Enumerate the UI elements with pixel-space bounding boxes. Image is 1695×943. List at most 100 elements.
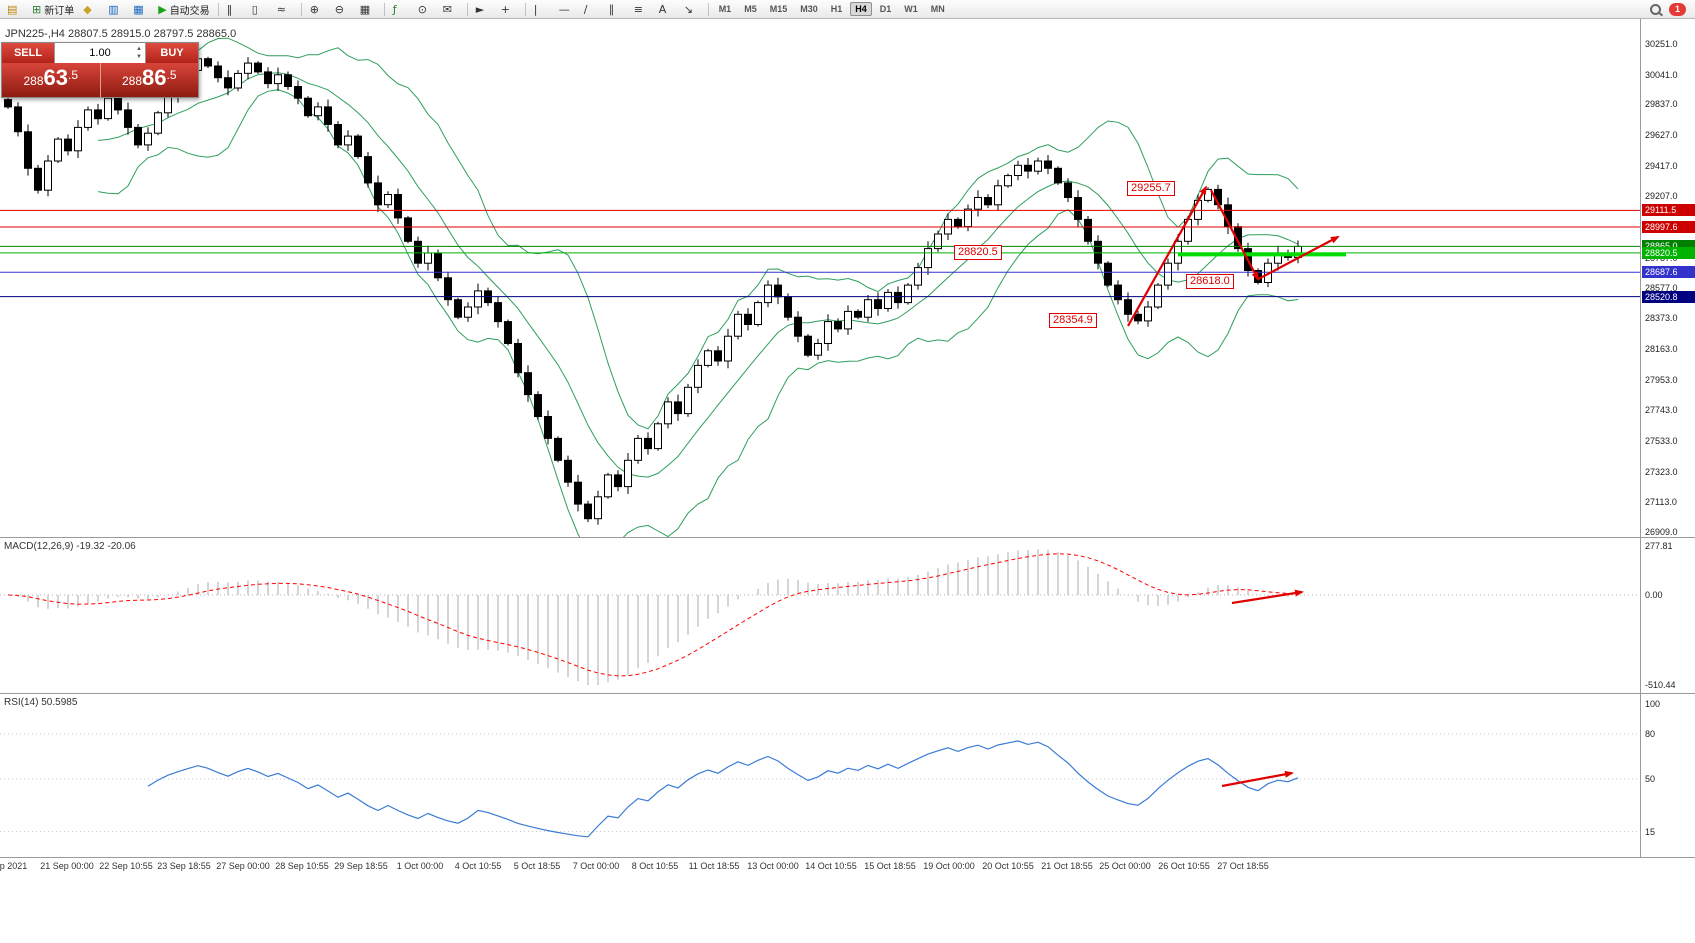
search-icon[interactable] [1650, 3, 1661, 15]
rsi-label: RSI(14) 50.5985 [4, 697, 78, 708]
trendline-button[interactable]: ∕ [580, 0, 604, 18]
volume-stepper[interactable]: ▲ ▼ [136, 45, 142, 61]
price-tick-label: 28577.0 [1645, 283, 1678, 293]
templates-icon: ✉ [442, 2, 452, 16]
text-label-button[interactable]: A [655, 0, 679, 18]
crosshair-icon: + [500, 2, 510, 16]
arrows-tool-icon: ↘ [683, 2, 693, 16]
price-tick-label: 26909.0 [1645, 527, 1678, 537]
candles-chart-button[interactable]: ▯ [248, 0, 272, 18]
buy-price[interactable]: 288 86.5 [99, 63, 198, 97]
time-axis-label: 19 Oct 00:00 [923, 861, 975, 871]
time-axis-label: 23 Sep 18:55 [157, 861, 211, 871]
horizontal-line-button[interactable]: — [555, 0, 579, 18]
volume-down-icon[interactable]: ▼ [136, 54, 142, 60]
bars-chart-button[interactable]: ‖ [223, 0, 247, 18]
tf-m5-button[interactable]: M5 [744, 4, 757, 14]
periods-icon: ⊙ [417, 2, 427, 16]
time-axis-label: 7 Oct 00:00 [572, 861, 620, 871]
sell-price[interactable]: 288 63.5 [2, 63, 100, 97]
price-tick-label: 27323.0 [1645, 467, 1678, 477]
toolbar-right: 1 [1650, 2, 1692, 16]
one-click-trading-widget: SELL 1.00 ▲ ▼ BUY 288 63.5 288 86.5 [1, 42, 199, 98]
macd-panel: MACD(12,26,9) -19.32 -20.06 277.81 0.00 -5… [0, 537, 1695, 693]
chart-panel: JPN225-,H4 28807.5 28915.0 28797.5 28865… [0, 19, 1695, 537]
new-chart-icon: ▤ [7, 2, 18, 16]
toolbar-buttons: ▤ ⊞ 新订单 ◆ ▥ ▦ ▶ 自动交易 ‖ ▯ ≈ ⊕ ⊖ ▦ ƒ ⊙ ✉ ► + | — ∕ ∥ ≡ A ↘ M1 M5 M15 M3… [3, 0, 951, 18]
zoom-in-icon: ⊕ [309, 2, 319, 16]
vertical-line-button[interactable]: | [530, 0, 554, 18]
new-chart-button[interactable]: ▤ [3, 0, 27, 18]
new-order-button[interactable]: ⊞ 新订单 [28, 0, 78, 18]
trendline-icon: ∕ [583, 2, 588, 16]
time-axis[interactable]: Sep 2021 21 Sep 00:00 22 Sep 10:55 23 Sep 1… [0, 857, 1695, 875]
fibonacci-button[interactable]: ≡ [630, 0, 654, 18]
market-watch-icon: ▥ [108, 2, 119, 16]
rsi-scale[interactable]: 100 80 50 15 [1640, 694, 1695, 857]
price-prefix: 288 [121, 74, 143, 88]
cursor-button[interactable]: ► [472, 0, 496, 18]
price-tick-label: 30041.0 [1645, 70, 1678, 80]
price-scale[interactable]: 30251.0 30041.0 29837.0 29627.0 29417.0 29207… [1640, 19, 1695, 537]
crosshair-button[interactable]: + [497, 0, 521, 18]
tf-m30-button[interactable]: M30 [800, 4, 818, 14]
sell-button[interactable]: SELL [2, 43, 54, 63]
macd-tick-label: 0.00 [1645, 590, 1663, 600]
toolbar-separator [217, 2, 219, 16]
price-tick-label: 29207.0 [1645, 191, 1678, 201]
indicators-button[interactable]: ƒ [389, 0, 413, 18]
tf-m15-button[interactable]: M15 [769, 4, 788, 14]
tf-mn-button[interactable]: MN [930, 4, 945, 14]
price-tick-label: 27953.0 [1645, 375, 1678, 385]
market-watch-button[interactable]: ▥ [104, 0, 128, 18]
rsi-chart[interactable] [0, 694, 1640, 857]
volume-up-icon[interactable]: ▲ [136, 46, 142, 52]
price-prefix: 288 [23, 74, 44, 88]
chart-profiles-button[interactable]: ◆ [79, 0, 103, 18]
price-annotation[interactable]: 28618.0 [1186, 274, 1234, 289]
time-axis-label: 21 Sep 00:00 [40, 861, 94, 871]
chart-title: JPN225-,H4 28807.5 28915.0 28797.5 28865… [5, 28, 237, 40]
macd-chart[interactable] [0, 538, 1640, 693]
equidistant-channel-button[interactable]: ∥ [605, 0, 629, 18]
price-tick-label: 29417.0 [1645, 161, 1678, 171]
line-chart-button[interactable]: ≈ [273, 0, 297, 18]
tf-w1-button[interactable]: W1 [904, 4, 918, 14]
price-annotation[interactable]: 28354.9 [1049, 313, 1097, 328]
toolbar-separator [524, 2, 526, 16]
price-tick-label: 29837.0 [1645, 99, 1678, 109]
fibonacci-icon: ≡ [633, 2, 643, 16]
time-axis-label: 4 Oct 10:55 [454, 861, 502, 871]
autotrading-label: 自动交易 [169, 5, 210, 17]
price-line-badge: 28520.8 [1642, 291, 1695, 303]
tf-m1-button[interactable]: M1 [718, 4, 732, 14]
tf-d1-button[interactable]: D1 [879, 4, 892, 14]
new-order-label: 新订单 [44, 5, 75, 17]
templates-button[interactable]: ✉ [439, 0, 463, 18]
time-axis-label: 26 Oct 10:55 [1158, 861, 1210, 871]
zoom-out-button[interactable]: ⊖ [331, 0, 355, 18]
autotrading-button[interactable]: ▶ 自动交易 [154, 0, 213, 18]
time-axis-label: 1 Oct 00:00 [396, 861, 444, 871]
macd-scale[interactable]: 277.81 0.00 -510.44 [1640, 538, 1695, 693]
price-annotation[interactable]: 29255.7 [1127, 181, 1175, 196]
time-axis-label: 14 Oct 10:55 [805, 861, 857, 871]
zoom-in-button[interactable]: ⊕ [306, 0, 330, 18]
tile-windows-button[interactable]: ▦ [356, 0, 380, 18]
periods-button[interactable]: ⊙ [414, 0, 438, 18]
price-big-digits: 63 [43, 65, 68, 90]
buy-button[interactable]: BUY [146, 43, 198, 63]
navigator-button[interactable]: ▦ [129, 0, 153, 18]
arrows-tool-button[interactable]: ↘ [680, 0, 704, 18]
volume-input[interactable]: 1.00 ▲ ▼ [54, 43, 146, 63]
tf-h1-button[interactable]: H1 [830, 4, 843, 14]
price-chart[interactable] [0, 19, 1640, 537]
price-tick-label: 27743.0 [1645, 405, 1678, 415]
price-annotation[interactable]: 28820.5 [954, 245, 1002, 260]
tf-h4-button[interactable]: H4 [850, 2, 872, 16]
tile-windows-icon: ▦ [359, 2, 371, 16]
rsi-tick-label: 100 [1645, 699, 1661, 709]
time-axis-label: 29 Sep 18:55 [334, 861, 388, 871]
volume-value: 1.00 [89, 47, 111, 59]
notification-badge[interactable]: 1 [1669, 2, 1686, 16]
